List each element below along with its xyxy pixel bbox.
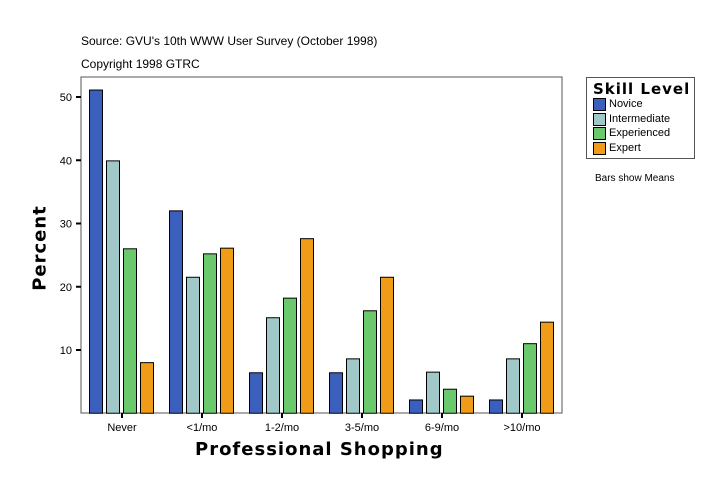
bars-note: Bars show Means xyxy=(595,173,675,184)
legend-item: Novice xyxy=(593,98,643,111)
bar-expert-<1/mo xyxy=(220,247,234,414)
bar-experienced-Never xyxy=(123,248,137,414)
y-tick-label: 20 xyxy=(60,282,72,294)
bar-experienced->10/mo xyxy=(523,343,537,414)
bar-experienced-3-5/mo xyxy=(363,310,377,414)
bar-intermediate-1-2/mo xyxy=(266,317,280,414)
bar-expert->10/mo xyxy=(540,321,554,414)
y-tick-label: 50 xyxy=(60,92,72,104)
legend-item: Expert xyxy=(593,141,641,155)
bar-intermediate-3-5/mo xyxy=(346,358,360,414)
x-tick-label: 3-5/mo xyxy=(345,422,379,434)
bar-intermediate-Never xyxy=(106,160,120,414)
legend-swatch xyxy=(593,98,606,111)
bar-experienced-6-9/mo xyxy=(443,388,457,414)
plot-area xyxy=(80,76,563,414)
x-tick-label: <1/mo xyxy=(187,422,218,434)
legend-label: Expert xyxy=(609,141,641,154)
legend-title: Skill Level xyxy=(593,80,691,98)
x-axis-label: Professional Shopping xyxy=(195,439,444,460)
x-tick-label: 6-9/mo xyxy=(425,422,459,434)
legend-item: Experienced xyxy=(593,127,670,140)
legend-label: Intermediate xyxy=(609,112,671,125)
legend-swatch xyxy=(593,141,606,155)
bar-expert-3-5/mo xyxy=(380,276,394,414)
legend: Skill Level Novice Intermediate Experience… xyxy=(586,77,695,159)
y-axis-label: Percent xyxy=(29,205,51,291)
y-tick-label: 40 xyxy=(60,155,72,167)
y-tick-label: 10 xyxy=(60,345,72,357)
bar-expert-1-2/mo xyxy=(300,238,314,414)
bar-novice->10/mo xyxy=(489,399,503,414)
bar-experienced-1-2/mo xyxy=(283,297,297,414)
bar-novice-6-9/mo xyxy=(409,399,423,414)
legend-swatch xyxy=(593,112,606,126)
bar-intermediate-6-9/mo xyxy=(426,371,440,414)
x-tick-label: 1-2/mo xyxy=(265,422,299,434)
legend-label: Experienced xyxy=(609,127,671,139)
legend-swatch xyxy=(593,127,606,140)
y-tick-label: 30 xyxy=(60,219,72,231)
bar-expert-6-9/mo xyxy=(460,395,474,414)
legend-item: Intermediate xyxy=(593,112,671,126)
x-tick-label: >10/mo xyxy=(504,422,541,434)
legend-label: Novice xyxy=(609,98,643,110)
bar-novice-3-5/mo xyxy=(329,372,343,414)
bar-novice-1-2/mo xyxy=(249,372,263,414)
bar-intermediate->10/mo xyxy=(506,358,520,414)
copyright-text: Copyright 1998 GTRC xyxy=(81,57,200,71)
bar-experienced-<1/mo xyxy=(203,253,217,414)
bar-expert-Never xyxy=(140,362,154,414)
bar-novice-<1/mo xyxy=(169,210,183,414)
bar-intermediate-<1/mo xyxy=(186,276,200,414)
bar-novice-Never xyxy=(89,89,103,414)
source-text: Source: GVU's 10th WWW User Survey (Octo… xyxy=(81,34,378,48)
x-tick-label: Never xyxy=(107,422,137,434)
